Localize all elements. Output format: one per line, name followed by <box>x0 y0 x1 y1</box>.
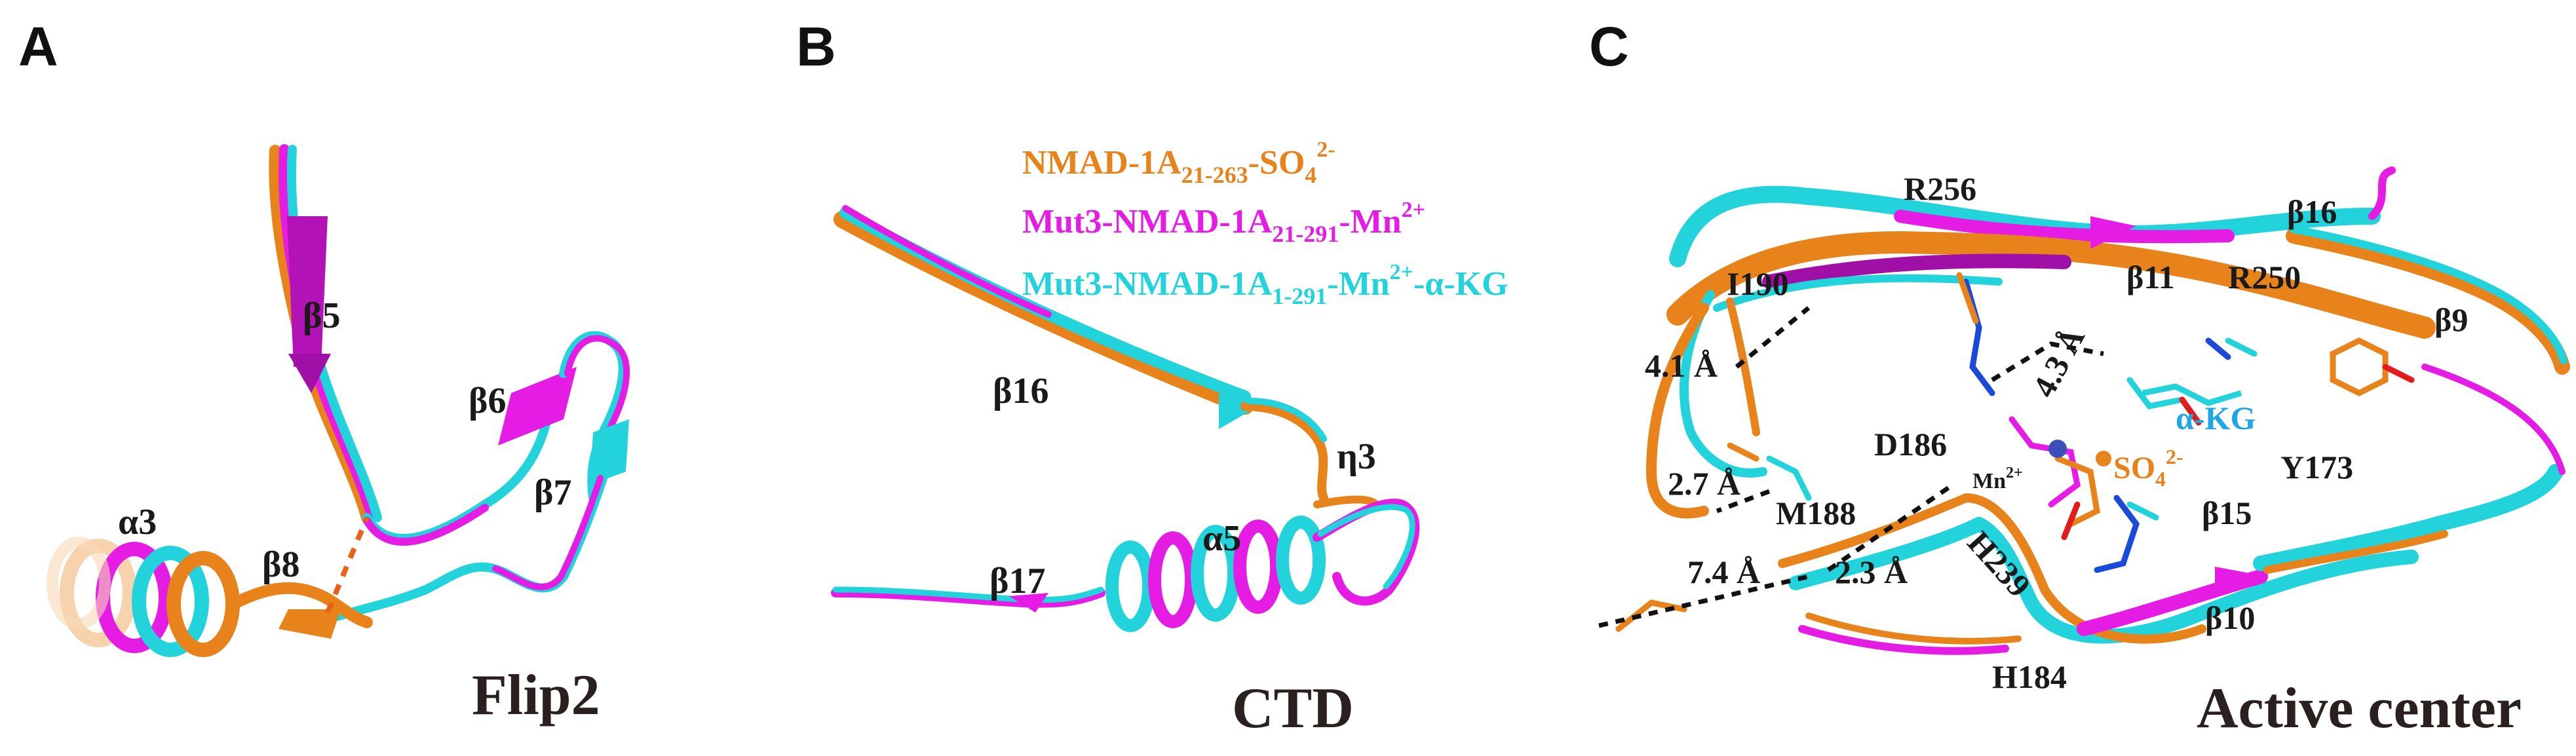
beta16-strand-orange <box>834 211 1254 415</box>
beta15-strand <box>2253 464 2564 571</box>
label-alpha5: α5 <box>1202 518 1241 559</box>
distance-dash-5 <box>1827 483 1954 572</box>
panel-b-letter: B <box>796 16 836 77</box>
legend-entry-1: NMAD-1A21-263-SO42- <box>1022 138 1336 188</box>
label-beta17: β17 <box>990 561 1046 601</box>
label-eta3: η3 <box>1337 436 1376 477</box>
legend: NMAD-1A21-263-SO42- Mut3-NMAD-1A21-291-M… <box>1022 138 1509 309</box>
beta6-arrow <box>498 367 577 445</box>
beta5-arrow <box>287 216 328 367</box>
label-beta7: β7 <box>534 472 572 513</box>
caption-ctd: CTD <box>1232 677 1354 740</box>
alpha5-helix <box>1105 516 1326 632</box>
akg-molecule <box>2142 383 2242 406</box>
beta8-arrow <box>279 609 341 639</box>
distance-label-5: 2.3 Å <box>1835 554 1908 590</box>
label-d186: D186 <box>1874 426 1947 463</box>
legend-entry-3: Mut3-NMAD-1A1-291-Mn2+-α-KG <box>1022 260 1509 309</box>
beta17-arrow <box>1009 593 1048 613</box>
distance-label-1: 4.1 Å <box>1645 347 1718 384</box>
panel-c-letter: C <box>1589 16 1629 77</box>
side-chains <box>1615 272 2415 632</box>
beta10-arrow <box>2215 567 2267 596</box>
label-h184: H184 <box>1992 658 2067 695</box>
panel-a-letter: A <box>18 16 58 77</box>
mn-ion <box>2048 440 2067 458</box>
panel-a: A β5 β6 β7 β8 α3 Flip2 <box>18 16 630 727</box>
caption-flip2: Flip2 <box>472 664 600 727</box>
panel-b: B β16 η3 α5 β17 CTD <box>796 16 1420 740</box>
distance-dash-4 <box>1598 574 1809 628</box>
legend-entry-2: Mut3-NMAD-1A21-291-Mn2+ <box>1022 198 1425 247</box>
beta7-arrow <box>590 419 629 485</box>
top-sheet-cyan <box>1669 185 2381 267</box>
distance-dash-1 <box>1735 306 1811 369</box>
label-alpha3: α3 <box>118 502 157 542</box>
label-r256: R256 <box>1904 170 1976 207</box>
label-beta15: β15 <box>2202 495 2252 531</box>
label-beta6: β6 <box>469 381 507 421</box>
lower-loop-cyan <box>1788 517 2419 644</box>
label-beta10: β10 <box>2205 599 2255 636</box>
label-m188: M188 <box>1776 495 1856 531</box>
alpha3-helix <box>47 537 240 657</box>
eta3-turn <box>1240 402 1328 502</box>
caption-active-center: Active center <box>2197 677 2522 740</box>
label-beta5: β5 <box>303 295 341 336</box>
label-so4: SO42- <box>2113 445 2183 491</box>
distance-label-4: 7.4 Å <box>1687 554 1760 590</box>
label-beta16-b: β16 <box>993 371 1049 411</box>
beta9-strand <box>2286 228 2570 375</box>
panel-c: C <box>1589 16 2570 740</box>
distance-label-3: 2.7 Å <box>1668 465 1740 502</box>
label-akg: α-KG <box>2176 400 2256 436</box>
label-beta8: β8 <box>262 544 300 585</box>
beta8-gap-dash <box>325 516 370 614</box>
label-r250: R250 <box>2228 259 2301 295</box>
label-beta9: β9 <box>2434 301 2468 338</box>
label-i190: I190 <box>1727 265 1788 302</box>
label-mn: Mn2+ <box>1972 464 2023 493</box>
label-beta11: β11 <box>2126 259 2175 295</box>
so4-sulfur <box>2096 451 2111 466</box>
label-y173: Y173 <box>2280 449 2353 485</box>
distance-dash-2 <box>1991 341 2104 382</box>
distance-label-2: 4.3 Å <box>2025 322 2092 403</box>
beta11-sheet-orange <box>1666 231 2436 339</box>
label-beta16-c: β16 <box>2287 193 2337 230</box>
